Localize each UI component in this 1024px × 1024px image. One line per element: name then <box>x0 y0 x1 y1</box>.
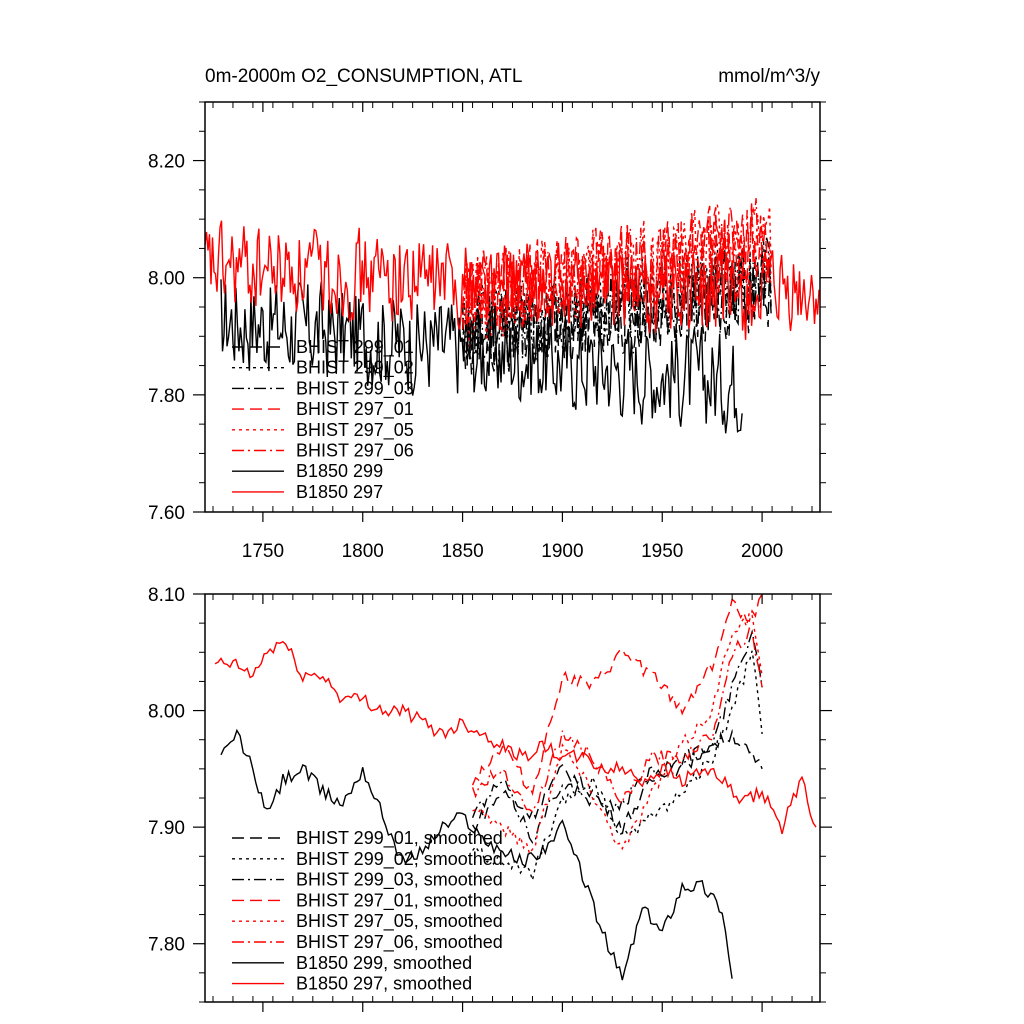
top-panel-series <box>204 198 820 434</box>
series-line-b1850-299 <box>220 279 743 434</box>
series-line-bhist-297-05-smoothed <box>472 611 763 856</box>
legend-label-bhist-299-02-smoothed: BHIST 299_02, smoothed <box>296 849 503 870</box>
legend-label-bhist-297-05-smoothed: BHIST 297_05, smoothed <box>296 911 503 932</box>
bottom-panel: 7.807.908.008.10 BHIST 299_01, smoothedB… <box>148 585 832 1012</box>
legend-label-bhist-299-01-smoothed: BHIST 299_01, smoothed <box>296 828 503 849</box>
series-line-b1850-299-smoothed <box>220 728 733 981</box>
legend-label-bhist-297-06-smoothed: BHIST 297_06, smoothed <box>296 932 503 953</box>
top-panel-title: 0m-2000m O2_CONSUMPTION, ATL <box>205 66 522 87</box>
x-tick-label: 1900 <box>541 541 583 562</box>
legend-label-bhist-299-03: BHIST 299_03 <box>296 378 414 399</box>
x-tick-label: 1750 <box>242 541 284 562</box>
series-line-bhist-299-03-smoothed <box>471 629 763 844</box>
y-tick-label: 8.20 <box>148 152 185 173</box>
legend-label-bhist-299-03-smoothed: BHIST 299_03, smoothed <box>296 870 503 891</box>
series-line-bhist-299-01 <box>461 249 772 372</box>
legend-label-b1850-299: B1850 299 <box>296 461 383 481</box>
top-panel-units: mmol/m^3/y <box>718 66 820 87</box>
x-tick-label: 1800 <box>342 541 384 562</box>
series-line-b1850-297-smoothed <box>214 640 817 835</box>
bottom-panel-series <box>214 593 817 981</box>
legend-label-b1850-297-smoothed: B1850 297, smoothed <box>296 974 472 994</box>
series-line-bhist-299-02-smoothed <box>472 650 763 883</box>
series-line-bhist-299-02 <box>461 238 772 361</box>
top-panel: 0m-2000m O2_CONSUMPTION, ATL mmol/m^3/y … <box>148 66 832 562</box>
y-tick-label: 8.00 <box>148 269 185 290</box>
series-line-bhist-299-01-smoothed <box>471 728 763 835</box>
legend-label-b1850-299-smoothed: B1850 299, smoothed <box>296 953 472 973</box>
series-line-bhist-297-01-smoothed <box>471 593 763 796</box>
x-tick-label: 1850 <box>441 541 483 562</box>
legend-label-bhist-297-06: BHIST 297_06 <box>296 441 414 462</box>
top-panel-axes: 1750 1800 1850 1900 1950 2000 7.60 7.80 8.00 8.20 <box>148 101 832 562</box>
y-tick-label: 7.80 <box>148 386 185 407</box>
y-tick-label: 7.60 <box>148 503 185 524</box>
legend-label-bhist-297-01-smoothed: BHIST 297_01, smoothed <box>296 890 503 911</box>
legend-label-bhist-299-01: BHIST 299_01 <box>296 337 414 358</box>
legend-label-bhist-297-05: BHIST 297_05 <box>296 420 414 441</box>
x-tick-label: 2000 <box>741 541 783 562</box>
legend-label-b1850-297: B1850 297 <box>296 482 383 502</box>
y-tick-label: 7.80 <box>148 935 185 956</box>
legend-label-bhist-297-01: BHIST 297_01 <box>296 399 414 420</box>
x-tick-label: 1950 <box>641 541 683 562</box>
y-tick-label: 8.00 <box>148 702 185 723</box>
series-line-bhist-297-06-smoothed <box>471 626 763 813</box>
y-tick-label: 8.10 <box>148 585 185 606</box>
series-line-b1850-297 <box>204 220 820 340</box>
bottom-panel-axes: 7.80 7.90 8.00 8.10 <box>148 585 832 1012</box>
legend-label-bhist-299-02: BHIST 299_02 <box>296 358 414 379</box>
y-tick-label: 7.90 <box>148 818 185 839</box>
